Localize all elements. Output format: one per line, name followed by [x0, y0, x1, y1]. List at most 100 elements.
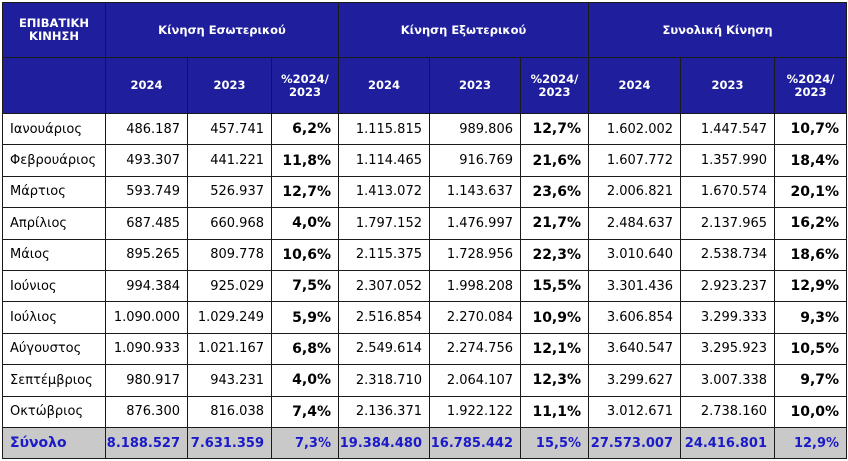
- table-row: Απρίλιος 687.485 660.968 4,0% 1.797.152 1.476…: [2, 207, 848, 240]
- value-cell: 980.917: [105, 364, 188, 397]
- total-row: Σύνολο 8.188.527 7.631.359 7,3% 19.384.480 16…: [2, 426, 848, 460]
- value-cell: 1.090.000: [105, 301, 188, 334]
- table-row: Ιούλιος 1.090.000 1.029.249 5,9% 2.516.854 2.…: [2, 301, 848, 334]
- value-cell: 486.187: [105, 112, 188, 146]
- pct-change-cell: 12,7%: [271, 175, 339, 209]
- value-cell: 660.968: [187, 207, 272, 240]
- value-cell: 1.670.574: [680, 175, 776, 209]
- col-pct: %2024/ 2023: [271, 57, 339, 114]
- col-pct: %2024/ 2023: [774, 57, 848, 114]
- value-cell: 1.728.956: [429, 238, 521, 271]
- pct-change-cell: 10,6%: [271, 238, 339, 271]
- pct-change-cell: 21,6%: [519, 144, 590, 177]
- pct-change-cell: 22,3%: [519, 238, 590, 271]
- value-cell: 457.741: [187, 112, 272, 146]
- pct-change-cell: 10,9%: [519, 301, 590, 334]
- value-cell: 1.090.933: [105, 332, 188, 366]
- value-cell: 809.778: [187, 238, 272, 271]
- value-cell: 1.413.072: [338, 175, 430, 209]
- value-cell: 2.738.160: [680, 395, 776, 428]
- pct-change-cell: 16,2%: [774, 207, 848, 240]
- value-cell: 3.007.338: [680, 364, 776, 397]
- pct-change-cell: 6,8%: [271, 332, 339, 366]
- value-cell: 3.301.436: [588, 269, 682, 303]
- value-cell: 2.318.710: [338, 364, 430, 397]
- value-cell: 2.115.375: [338, 238, 430, 271]
- value-cell: 8.188.527: [105, 426, 188, 460]
- table-row: Αύγουστος 1.090.933 1.021.167 6,8% 2.549.614…: [2, 332, 848, 366]
- value-cell: 3.010.640: [588, 238, 682, 271]
- value-cell: 1.476.997: [429, 207, 521, 240]
- value-cell: 24.416.801: [680, 426, 776, 460]
- table-row: Οκτώβριος 876.300 816.038 7,4% 2.136.371 1.92…: [2, 395, 848, 428]
- value-cell: 687.485: [105, 207, 188, 240]
- pct-change-cell: 11,1%: [519, 395, 590, 428]
- value-cell: 2.274.756: [429, 332, 521, 366]
- pct-change-cell: 9,7%: [774, 364, 848, 397]
- value-cell: 2.006.821: [588, 175, 682, 209]
- table-row: Ιανουάριος 486.187 457.741 6,2% 1.115.815 989…: [2, 112, 848, 146]
- group-header-international: Κίνηση Εξωτερικού: [337, 2, 590, 58]
- value-cell: 493.307: [105, 144, 188, 177]
- month-cell: Ιανουάριος: [2, 112, 106, 146]
- month-cell: Σεπτέμβριος: [2, 364, 106, 397]
- value-cell: 895.265: [105, 238, 188, 271]
- pct-change-cell: 4,0%: [271, 364, 339, 397]
- col-2024: 2024: [588, 57, 682, 114]
- pct-change-cell: 11,8%: [271, 144, 339, 177]
- value-cell: 1.998.208: [429, 269, 521, 303]
- value-cell: 16.785.442: [429, 426, 521, 460]
- col-2023: 2023: [429, 57, 521, 114]
- pct-change-cell: 15,5%: [519, 269, 590, 303]
- value-cell: 1.114.465: [338, 144, 430, 177]
- pct-change-cell: 12,9%: [774, 426, 848, 460]
- month-cell: Ιούνιος: [2, 269, 106, 303]
- value-cell: 2.516.854: [338, 301, 430, 334]
- col-2024: 2024: [338, 57, 430, 114]
- pct-change-cell: 5,9%: [271, 301, 339, 334]
- month-cell: Μάρτιος: [2, 175, 106, 209]
- table-row: Φεβρουάριος 493.307 441.221 11,8% 1.114.465 9…: [2, 144, 848, 177]
- col-2023: 2023: [680, 57, 776, 114]
- value-cell: 2.136.371: [338, 395, 430, 428]
- value-cell: 19.384.480: [338, 426, 430, 460]
- value-cell: 2.538.734: [680, 238, 776, 271]
- value-cell: 27.573.007: [588, 426, 682, 460]
- value-cell: 2.484.637: [588, 207, 682, 240]
- group-header-domestic: Κίνηση Εσωτερικού: [105, 2, 339, 58]
- month-cell: Σύνολο: [2, 426, 106, 460]
- pct-change-cell: 20,1%: [774, 175, 848, 209]
- value-cell: 3.606.854: [588, 301, 682, 334]
- month-cell: Μάιος: [2, 238, 106, 271]
- value-cell: 925.029: [187, 269, 272, 303]
- value-cell: 1.607.772: [588, 144, 682, 177]
- value-cell: 2.270.084: [429, 301, 521, 334]
- value-cell: 2.137.965: [680, 207, 776, 240]
- pct-change-cell: 12,9%: [774, 269, 848, 303]
- pct-change-cell: 7,4%: [271, 395, 339, 428]
- table-body: Ιανουάριος 486.187 457.741 6,2% 1.115.815 989…: [2, 112, 848, 460]
- value-cell: 943.231: [187, 364, 272, 397]
- table-row: Μάρτιος 593.749 526.937 12,7% 1.413.072 1.143…: [2, 175, 848, 209]
- pct-change-cell: 10,7%: [774, 112, 848, 146]
- value-cell: 3.295.923: [680, 332, 776, 366]
- value-cell: 1.029.249: [187, 301, 272, 334]
- value-cell: 1.447.547: [680, 112, 776, 146]
- table-row: Ιούνιος 994.384 925.029 7,5% 2.307.052 1.998.…: [2, 269, 848, 303]
- col-2024: 2024: [105, 57, 188, 114]
- group-header-total: Συνολική Κίνηση: [588, 2, 848, 58]
- value-cell: 1.602.002: [588, 112, 682, 146]
- pct-change-cell: 21,7%: [519, 207, 590, 240]
- pct-change-cell: 10,0%: [774, 395, 848, 428]
- pct-change-cell: 10,5%: [774, 332, 848, 366]
- value-cell: 1.115.815: [338, 112, 430, 146]
- value-cell: 1.922.122: [429, 395, 521, 428]
- value-cell: 441.221: [187, 144, 272, 177]
- value-cell: 3.299.627: [588, 364, 682, 397]
- pct-change-cell: 23,6%: [519, 175, 590, 209]
- pct-change-cell: 12,3%: [519, 364, 590, 397]
- value-cell: 2.549.614: [338, 332, 430, 366]
- group-header-row: ΕΠΙΒΑΤΙΚΗ ΚΙΝΗΣΗ Κίνηση Εσωτερικού Κίνησ…: [2, 2, 848, 58]
- pct-change-cell: 4,0%: [271, 207, 339, 240]
